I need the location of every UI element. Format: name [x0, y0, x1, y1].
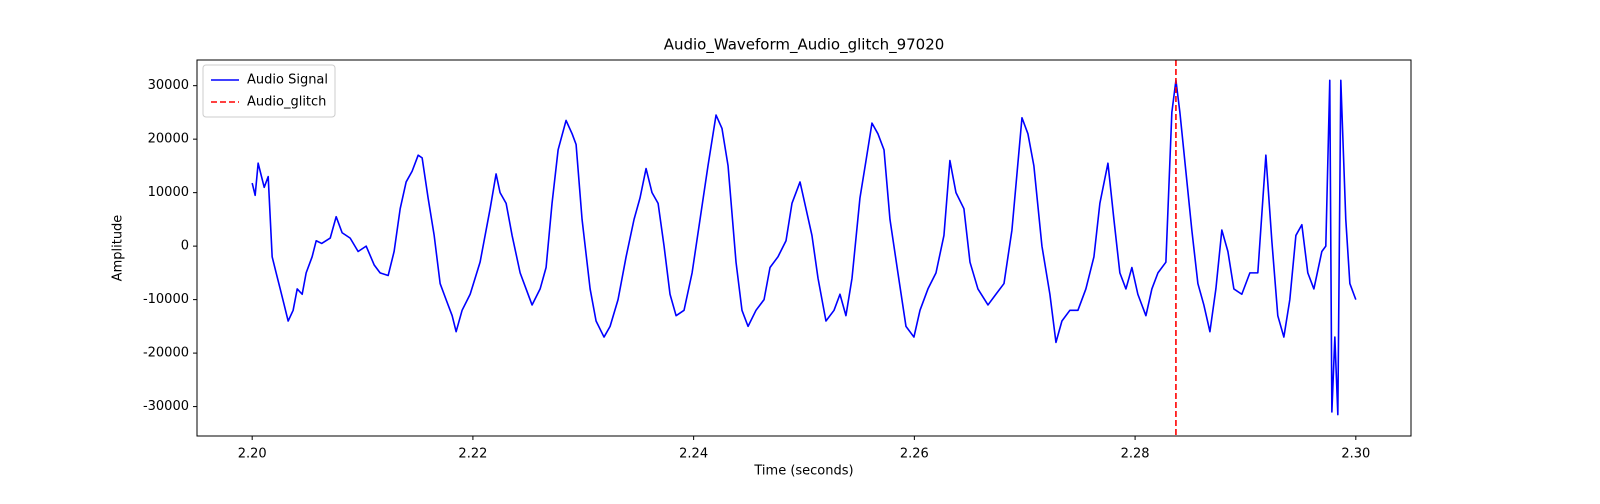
legend-box: [202, 64, 336, 118]
y-tick-label: -20000: [143, 346, 189, 361]
y-tick-label: -10000: [143, 292, 189, 307]
x-tick-label: 2.28: [1121, 447, 1150, 462]
y-tick-label: 0: [181, 239, 189, 254]
x-tick-label: 2.22: [458, 447, 487, 462]
signal-line: [251, 79, 1357, 416]
x-tick-label: 2.26: [900, 447, 929, 462]
x-tick-label: 2.20: [238, 447, 267, 462]
x-tick-label: 2.24: [679, 447, 708, 462]
x-tick-label: 2.30: [1341, 447, 1370, 462]
y-tick-label: -30000: [143, 399, 189, 414]
y-tick-label: 10000: [148, 185, 189, 200]
y-tick-label: 30000: [148, 78, 189, 93]
plot-frame: [196, 59, 1412, 437]
x-axis-label: Time (seconds): [753, 464, 853, 479]
y-tick-label: 20000: [148, 132, 189, 147]
y-axis-label: Amplitude: [111, 215, 126, 282]
legend-label: Audio Signal: [247, 73, 328, 88]
chart-title: Audio_Waveform_Audio_glitch_97020: [664, 36, 945, 55]
legend-label: Audio_glitch: [247, 95, 326, 110]
